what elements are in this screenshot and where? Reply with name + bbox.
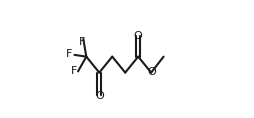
Text: F: F [79,37,85,47]
Text: F: F [71,66,77,76]
Text: O: O [147,67,156,77]
Text: O: O [95,91,104,101]
Text: F: F [66,49,73,59]
Text: O: O [134,31,142,41]
